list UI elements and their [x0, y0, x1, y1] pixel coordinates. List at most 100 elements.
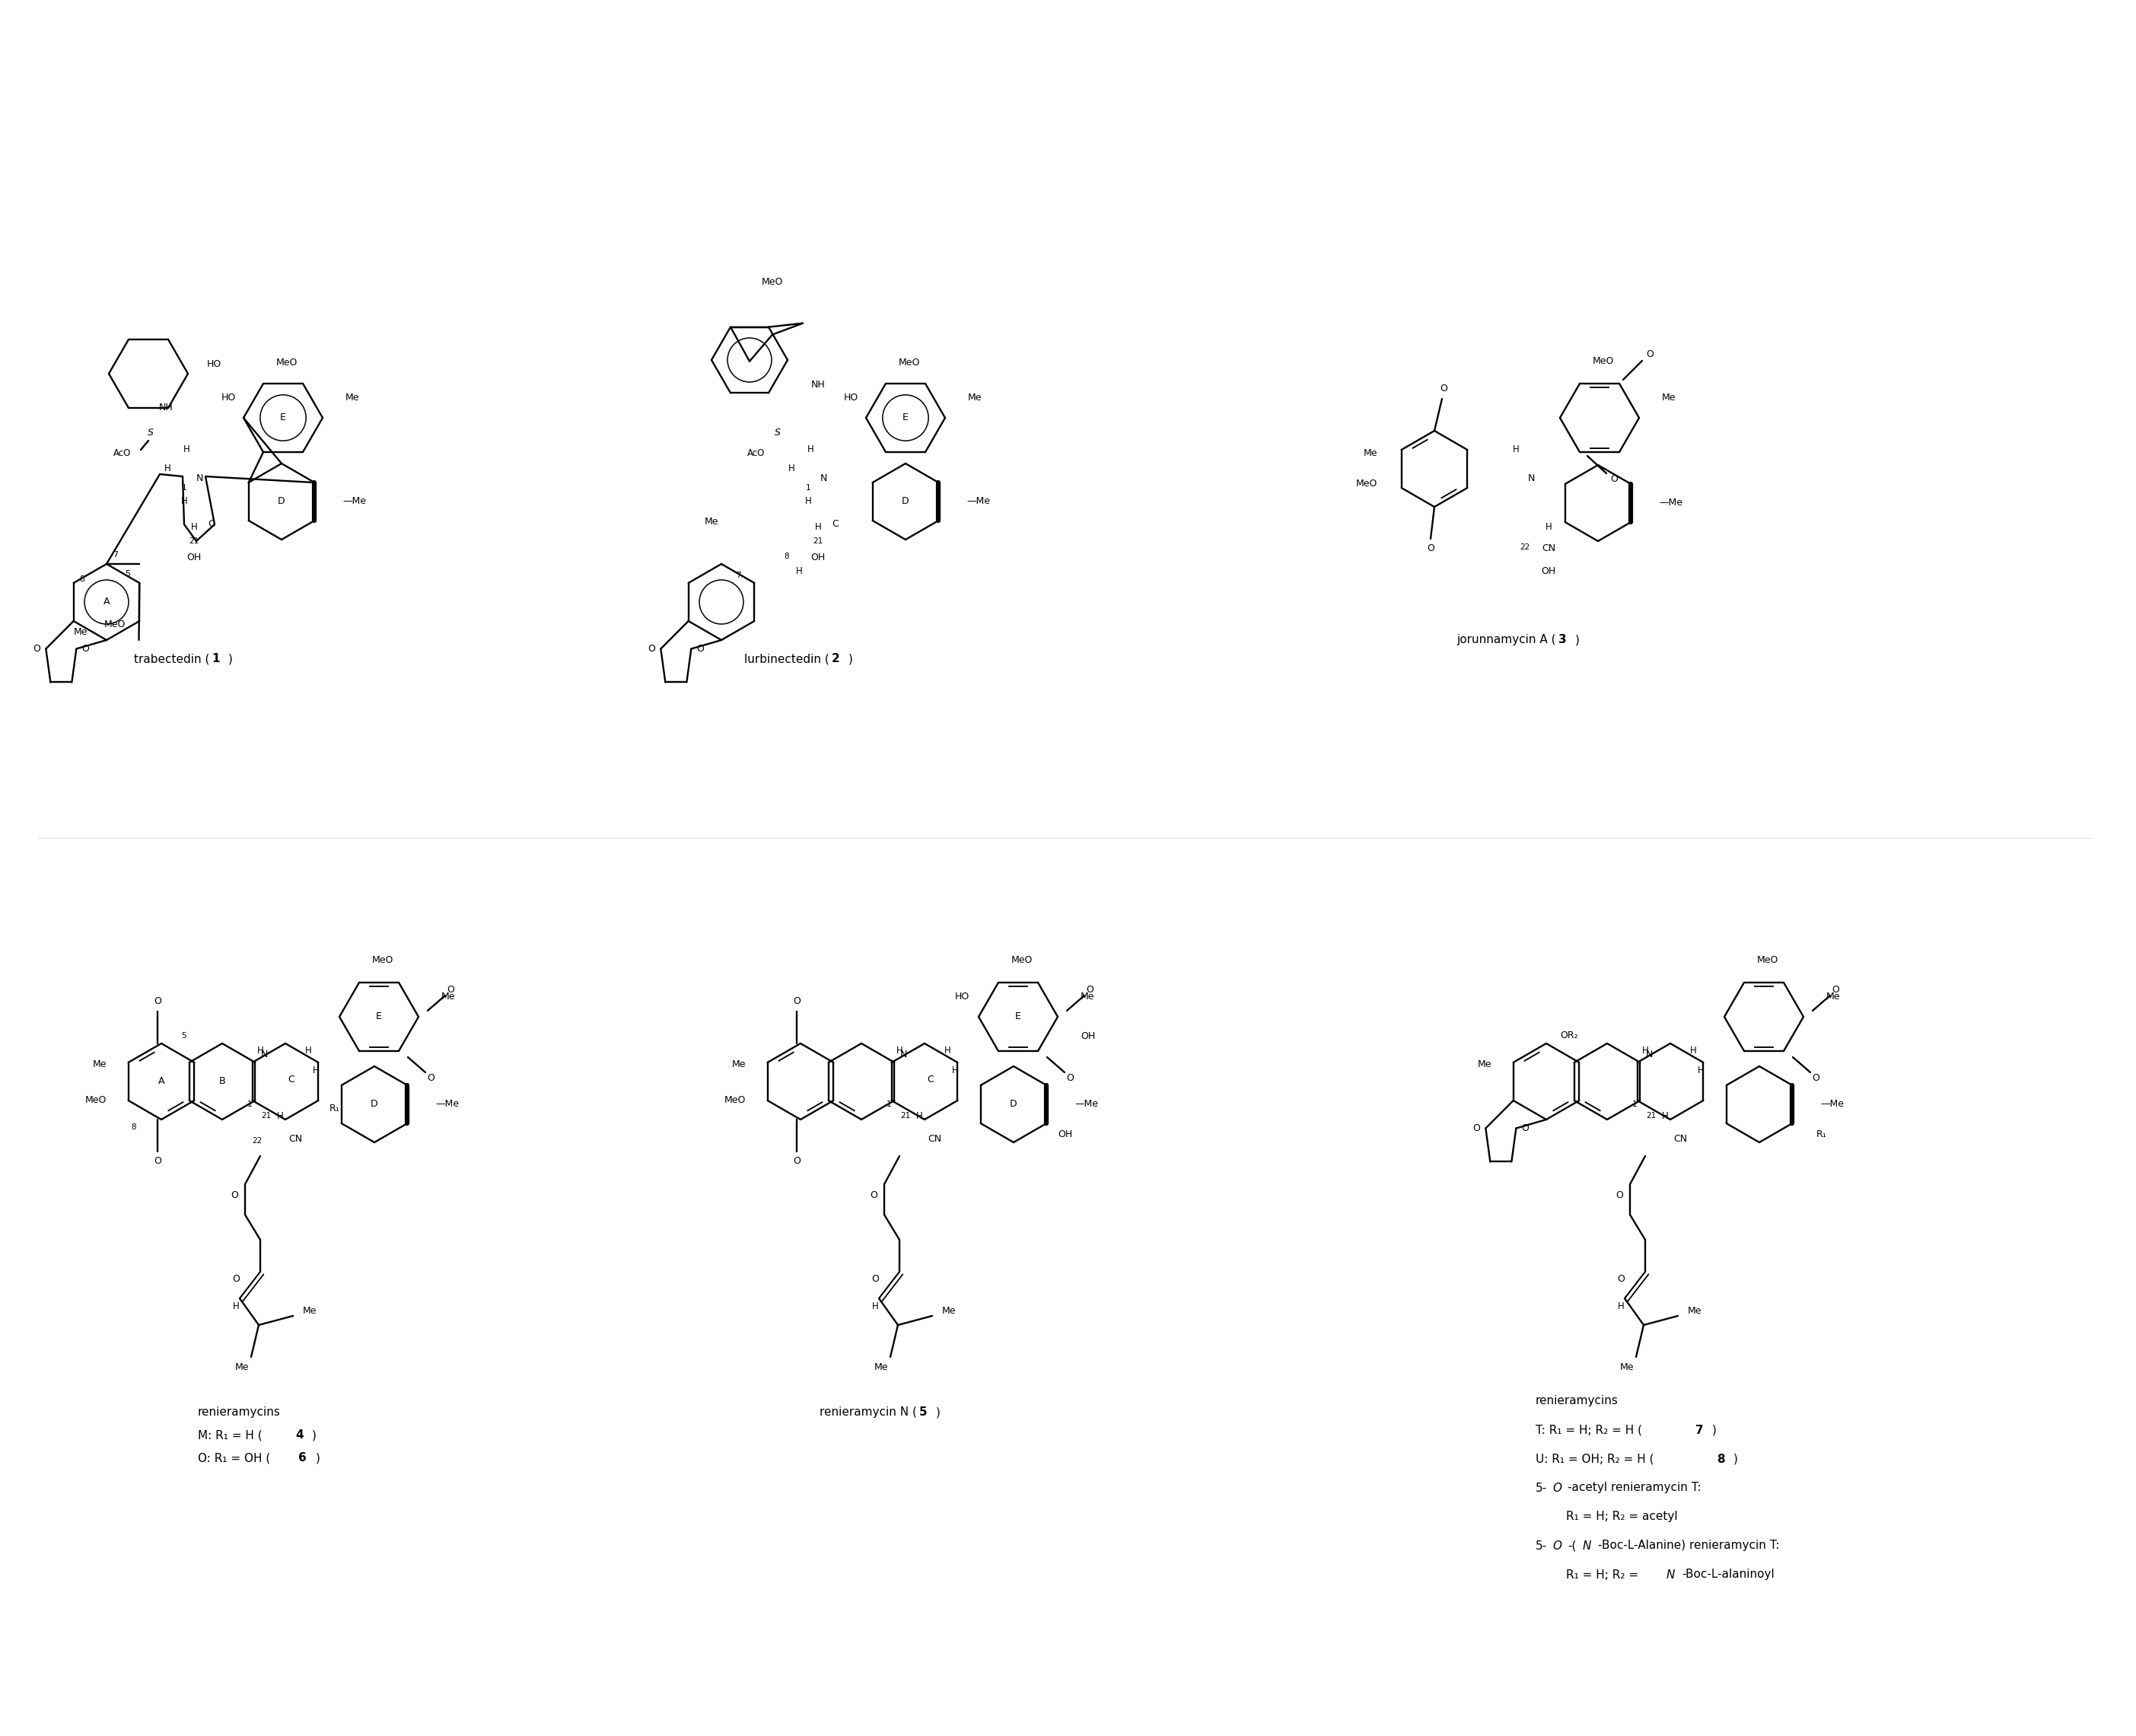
Text: 7: 7 — [1696, 1424, 1705, 1436]
Text: OH: OH — [1542, 566, 1555, 576]
Text: 2: 2 — [831, 653, 839, 665]
Text: H: H — [305, 1047, 312, 1055]
Text: MeO: MeO — [899, 358, 921, 368]
Text: ): ) — [316, 1453, 320, 1463]
Text: N: N — [820, 474, 827, 484]
Text: R₁ = H; R₂ = acetyl: R₁ = H; R₂ = acetyl — [1566, 1510, 1677, 1522]
Text: O: O — [233, 1274, 239, 1285]
Text: E: E — [280, 413, 286, 424]
Text: M: R₁ = H (: M: R₁ = H ( — [199, 1430, 263, 1441]
Text: H: H — [312, 1066, 318, 1075]
Text: -acetyl renieramycin T:: -acetyl renieramycin T: — [1568, 1483, 1700, 1493]
Text: H: H — [807, 444, 814, 455]
Text: O: O — [446, 986, 455, 995]
Text: renieramycins: renieramycins — [1536, 1396, 1619, 1406]
Text: Me: Me — [235, 1363, 250, 1371]
Text: ): ) — [848, 653, 852, 665]
Text: O: O — [1521, 1123, 1529, 1134]
Text: A: A — [103, 597, 109, 608]
Text: MeO: MeO — [276, 358, 297, 368]
Text: lurbinectedin (: lurbinectedin ( — [745, 653, 829, 665]
Text: AcO: AcO — [748, 448, 765, 458]
Text: 6: 6 — [299, 1453, 305, 1463]
Text: 22: 22 — [252, 1137, 263, 1144]
Text: U: R₁ = OH; R₂ = H (: U: R₁ = OH; R₂ = H ( — [1536, 1453, 1653, 1465]
Text: 7: 7 — [113, 550, 117, 559]
Text: 5: 5 — [182, 1031, 186, 1040]
Text: —Me: —Me — [1820, 1099, 1843, 1109]
Text: 8: 8 — [79, 575, 85, 583]
Text: O: O — [1553, 1483, 1561, 1493]
Text: E: E — [1015, 1012, 1021, 1023]
Text: H: H — [1617, 1300, 1623, 1311]
Text: OH: OH — [812, 554, 824, 562]
Text: H: H — [788, 464, 795, 474]
Text: N: N — [1583, 1540, 1591, 1552]
Text: trabectedin (: trabectedin ( — [135, 653, 209, 665]
Text: E: E — [904, 413, 908, 424]
Text: H: H — [164, 464, 171, 474]
Text: MeO: MeO — [372, 955, 393, 965]
Text: 5-: 5- — [1536, 1483, 1546, 1493]
Text: H: H — [278, 1111, 284, 1121]
Text: H: H — [256, 1047, 263, 1055]
Text: Me: Me — [73, 627, 88, 637]
Text: Me: Me — [942, 1307, 957, 1316]
Text: 1: 1 — [182, 484, 186, 491]
Text: H: H — [1544, 523, 1553, 533]
Text: H: H — [1643, 1047, 1649, 1055]
Text: N: N — [197, 474, 203, 484]
Text: Me: Me — [874, 1363, 889, 1371]
Text: MeO: MeO — [1356, 479, 1378, 490]
Text: ): ) — [312, 1430, 316, 1441]
Text: Me: Me — [1687, 1307, 1702, 1316]
Text: O: O — [231, 1191, 237, 1201]
Text: H: H — [190, 523, 197, 533]
Text: H: H — [897, 1047, 904, 1055]
Text: H: H — [805, 496, 812, 507]
Text: —Me: —Me — [436, 1099, 459, 1109]
Text: HO: HO — [222, 392, 235, 403]
Text: MeO: MeO — [763, 278, 784, 286]
Text: Me: Me — [1081, 991, 1094, 1002]
Text: H: H — [871, 1300, 878, 1311]
Text: Me: Me — [1478, 1059, 1491, 1069]
Text: 8: 8 — [130, 1123, 137, 1130]
Text: O: O — [1611, 474, 1617, 484]
Text: Me: Me — [1619, 1363, 1634, 1371]
Text: Me: Me — [733, 1059, 745, 1069]
Text: O: O — [81, 644, 90, 654]
Text: ): ) — [229, 653, 233, 665]
Text: CN: CN — [1542, 543, 1555, 554]
Text: O: O — [1440, 384, 1448, 394]
Text: C: C — [927, 1075, 933, 1085]
Text: R₁ = H; R₂ =: R₁ = H; R₂ = — [1566, 1569, 1643, 1580]
Text: 5: 5 — [126, 569, 130, 578]
Text: MeO: MeO — [1010, 955, 1034, 965]
Text: -Boc-L-Alanine) renieramycin T:: -Boc-L-Alanine) renieramycin T: — [1598, 1540, 1779, 1552]
Text: O: O — [696, 644, 705, 654]
Text: 1: 1 — [248, 1101, 252, 1108]
Text: O: O — [154, 1156, 162, 1167]
Text: Me: Me — [1662, 392, 1677, 403]
Text: CN: CN — [927, 1134, 942, 1144]
Text: R₁: R₁ — [329, 1102, 340, 1113]
Text: NH: NH — [158, 403, 173, 413]
Text: R₁: R₁ — [1816, 1130, 1826, 1141]
Text: C: C — [833, 519, 839, 529]
Text: O: O — [1066, 1073, 1074, 1083]
Text: —Me: —Me — [1074, 1099, 1098, 1109]
Text: O: O — [1085, 986, 1094, 995]
Text: O: O — [154, 996, 162, 1007]
Text: Me: Me — [303, 1307, 316, 1316]
Text: O: O — [427, 1073, 434, 1083]
Text: H: H — [944, 1047, 951, 1055]
Text: renieramycins: renieramycins — [199, 1406, 280, 1418]
Text: E: E — [376, 1012, 382, 1023]
Text: A: A — [158, 1076, 164, 1087]
Text: H: H — [1662, 1111, 1668, 1121]
Text: O: O — [647, 644, 656, 654]
Text: MeO: MeO — [1593, 356, 1615, 366]
Text: H: H — [953, 1066, 959, 1075]
Text: 8: 8 — [1717, 1453, 1724, 1465]
